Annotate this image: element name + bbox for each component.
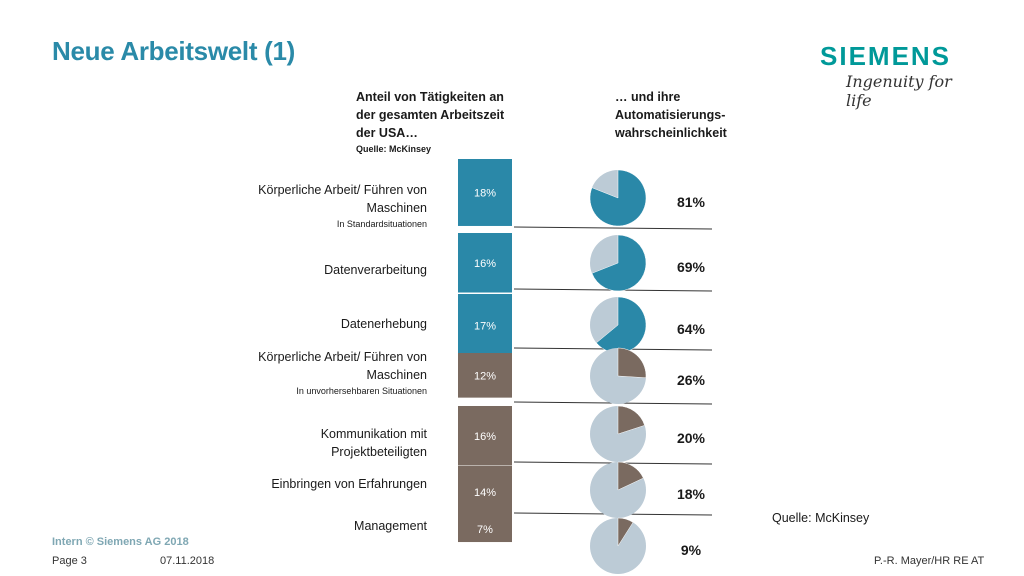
automation-value-label-5: 20% xyxy=(677,430,706,446)
siemens-logo: SIEMENS Ingenuity for life xyxy=(820,42,980,110)
pie-slice-7 xyxy=(617,517,634,547)
pie-slice-2 xyxy=(591,234,647,292)
category-label-6: Einbringen von Erfahrungen xyxy=(227,475,427,493)
pie-slice-4 xyxy=(617,347,647,379)
separator-line-1 xyxy=(513,226,713,230)
category-label-text: Körperliche Arbeit/ Führen von Maschinen xyxy=(258,183,427,215)
category-label-4: Körperliche Arbeit/ Führen von Maschinen… xyxy=(227,348,427,399)
category-label-text: Datenverarbeitung xyxy=(324,263,427,277)
pie-slice-5 xyxy=(617,405,645,435)
bar-value-label-6: 14% xyxy=(474,487,496,499)
category-label-text: Kommunikation mit Projektbeteiligten xyxy=(320,427,427,459)
category-sublabel: In Standardsituationen xyxy=(336,219,427,229)
bar-7 xyxy=(458,516,512,543)
bar-1 xyxy=(458,159,512,226)
bar-4 xyxy=(458,353,512,398)
category-label-text: Datenerhebung xyxy=(340,317,427,331)
bar-value-label-3: 17% xyxy=(474,321,496,333)
category-label-5: Kommunikation mit Projektbeteiligten xyxy=(227,425,427,461)
left-column-header: Anteil von Tätigkeiten an der gesamten A… xyxy=(356,88,516,156)
bar-value-label-4: 12% xyxy=(474,370,496,382)
category-label-2: Datenverarbeitung xyxy=(227,261,427,279)
footer-author: P.-R. Mayer/HR RE AT xyxy=(874,555,985,567)
page-title: Neue Arbeitswelt (1) xyxy=(52,36,295,66)
category-label-7: Management xyxy=(227,517,427,535)
right-column-header: … und ihre Automatisierungs-wahrscheinli… xyxy=(615,90,727,140)
bar-3 xyxy=(458,294,512,358)
footer-intern: Intern © Siemens AG 2018 xyxy=(52,536,189,548)
footer-page: Page 3 xyxy=(52,555,87,567)
source-note: Quelle: McKinsey xyxy=(772,511,870,525)
bar-value-label-2: 16% xyxy=(474,258,496,270)
category-label-1: Körperliche Arbeit/ Führen von Maschinen… xyxy=(227,181,427,232)
logo-tagline: Ingenuity for life xyxy=(846,72,952,110)
category-label-3: Datenerhebung xyxy=(227,315,427,333)
automation-value-label-2: 69% xyxy=(677,259,706,275)
bar-value-label-5: 16% xyxy=(474,431,496,443)
category-label-text: Körperliche Arbeit/ Führen von Maschinen xyxy=(258,350,427,382)
automation-value-label-6: 18% xyxy=(677,486,706,502)
left-header-text: Anteil von Tätigkeiten an der gesamten A… xyxy=(356,90,505,140)
category-sublabel: In unvorhersehbaren Situationen xyxy=(296,386,427,396)
left-header-source: Quelle: McKinsey xyxy=(356,144,432,154)
automation-value-label-7: 9% xyxy=(681,542,702,558)
automation-value-label-1: 81% xyxy=(677,194,706,210)
bar-5 xyxy=(458,406,512,466)
category-label-text: Einbringen von Erfahrungen xyxy=(271,477,427,491)
bar-2 xyxy=(458,233,512,293)
footer-date: 07.11.2018 xyxy=(160,555,215,567)
category-label-text: Management xyxy=(354,519,427,533)
bar-6 xyxy=(458,466,512,519)
bar-value-label-7: 7% xyxy=(477,524,493,536)
automation-value-label-3: 64% xyxy=(677,321,706,337)
bar-value-label-1: 18% xyxy=(474,187,496,199)
pie-slice-1 xyxy=(589,169,647,227)
logo-wordmark: SIEMENS xyxy=(820,41,952,71)
pie-slice-6 xyxy=(617,461,644,491)
automation-value-label-4: 26% xyxy=(677,372,706,388)
